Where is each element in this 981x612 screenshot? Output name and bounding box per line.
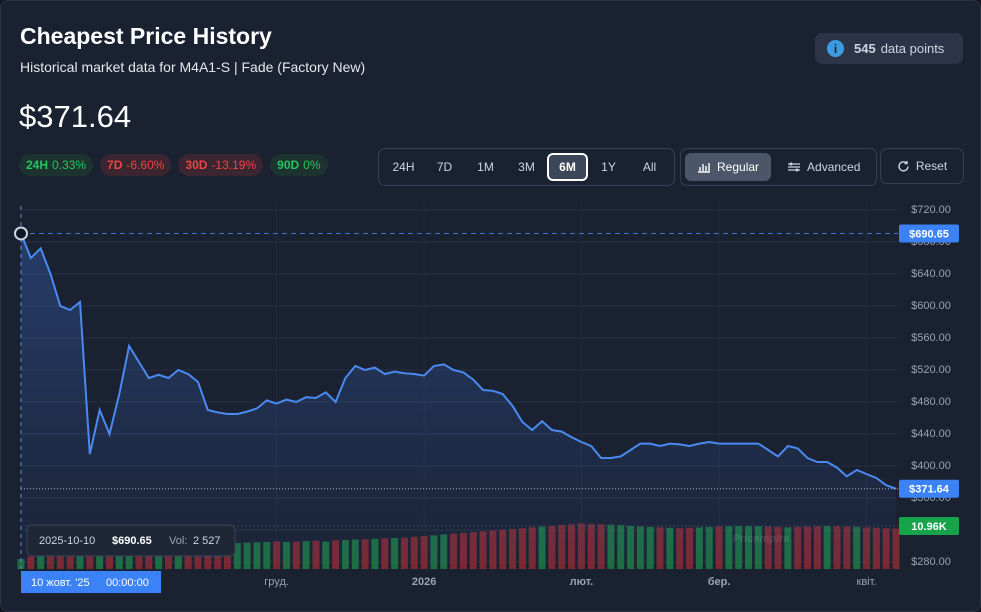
reset-button[interactable]: Reset bbox=[880, 148, 964, 184]
range-button[interactable]: 1Y bbox=[601, 160, 616, 174]
y-tick-label: $720.00 bbox=[911, 204, 951, 216]
x-tick-label: 2026 bbox=[412, 576, 436, 588]
reset-label: Reset bbox=[915, 159, 948, 173]
y-tick-label: $400.00 bbox=[911, 460, 951, 472]
y-tick-label: $560.00 bbox=[911, 332, 951, 344]
range-button[interactable]: 24H bbox=[392, 160, 415, 174]
x-tick-label: груд. bbox=[264, 576, 289, 588]
x-tick-label: лют. bbox=[570, 576, 594, 588]
points-count: 545 bbox=[854, 41, 876, 56]
info-icon: i bbox=[827, 40, 844, 57]
price-area bbox=[21, 233, 896, 562]
volume-tag: 10.96K bbox=[911, 521, 947, 533]
volume-bar bbox=[37, 555, 45, 569]
volume-bar bbox=[17, 559, 25, 569]
y-tick-label: $600.00 bbox=[911, 300, 951, 312]
points-text: data points bbox=[880, 41, 945, 56]
range-button[interactable]: 7D bbox=[436, 160, 453, 174]
price-tag: $371.64 bbox=[909, 484, 950, 496]
tooltip-price: $690.65 bbox=[112, 535, 152, 547]
subtitle: Historical market data for M4A1-S | Fade… bbox=[20, 59, 366, 75]
range-selector: 24H 7D 1M 3M 6M 1Y All bbox=[378, 148, 675, 186]
y-tick-label: $480.00 bbox=[911, 396, 951, 408]
data-points-badge: i 545 data points bbox=[815, 33, 963, 64]
tooltip-vol-label: Vol: bbox=[169, 535, 187, 547]
y-tick-label: $280.00 bbox=[911, 556, 951, 568]
change-period: 24H bbox=[26, 158, 49, 172]
mode-label: Advanced bbox=[807, 160, 861, 174]
price-line bbox=[20, 233, 897, 490]
x-tick-label: квіт. bbox=[857, 576, 877, 588]
title: Cheapest Price History bbox=[20, 23, 272, 49]
bar-icon bbox=[698, 163, 710, 173]
crosshair-time: 00:00:00 bbox=[106, 577, 149, 589]
change-pills: 24H 0.33% 7D -6.60% 30D -13.19% 90D 0% bbox=[19, 154, 328, 176]
current-price: $371.64 bbox=[19, 99, 132, 134]
y-tick-label: $440.00 bbox=[911, 428, 951, 440]
change-pill: 30D -13.19% bbox=[178, 154, 264, 176]
y-tick-label: $520.00 bbox=[911, 364, 951, 376]
volume-bar bbox=[27, 556, 35, 569]
crosshair-date: 10 жовт. '25 bbox=[31, 577, 90, 589]
change-value: 0.33% bbox=[52, 158, 87, 172]
mode-label: Regular bbox=[717, 160, 760, 174]
crosshair-point bbox=[14, 226, 28, 241]
x-tick-label: бер. bbox=[708, 576, 731, 588]
change-pill: 90D 0% bbox=[270, 154, 328, 176]
change-value: -6.60% bbox=[126, 158, 165, 172]
tooltip-date: 2025-10-10 bbox=[39, 535, 95, 547]
mode-button[interactable]: Regular bbox=[685, 153, 772, 181]
sliders-icon bbox=[788, 162, 801, 172]
change-period: 90D bbox=[277, 158, 300, 172]
change-value: -13.19% bbox=[211, 158, 257, 172]
range-button[interactable]: 3M bbox=[518, 160, 535, 174]
price-tag-bg bbox=[899, 224, 959, 243]
volume-tag-bg bbox=[899, 517, 959, 535]
change-pill: 24H 0.33% bbox=[19, 154, 94, 176]
change-period: 7D bbox=[107, 158, 123, 172]
price-tag: $690.65 bbox=[909, 228, 949, 240]
tooltip-volume: 2 527 bbox=[193, 535, 221, 547]
crosshair-date-bg bbox=[21, 571, 161, 593]
price-tag-bg bbox=[899, 479, 959, 498]
range-button[interactable]: 1M bbox=[477, 160, 494, 174]
y-tick-label: $640.00 bbox=[911, 268, 951, 280]
range-button[interactable]: 6M bbox=[547, 153, 588, 181]
tooltip-bg bbox=[26, 524, 236, 557]
mode-button[interactable]: Advanced bbox=[775, 153, 872, 181]
change-pill: 7D -6.60% bbox=[100, 154, 172, 176]
mode-selector: Regular Advanced bbox=[680, 148, 878, 186]
range-button[interactable]: All bbox=[642, 160, 657, 174]
reset-icon bbox=[898, 160, 909, 172]
change-value: 0% bbox=[303, 158, 321, 172]
change-period: 30D bbox=[185, 158, 208, 172]
